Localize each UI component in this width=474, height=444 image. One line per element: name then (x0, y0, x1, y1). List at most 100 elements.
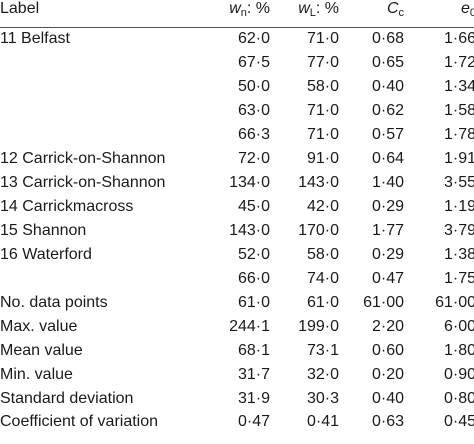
row-label: No. data points (0, 294, 108, 311)
cell-cc: 0·47 (371, 270, 404, 287)
cell-wl: 32·0 (306, 366, 339, 383)
cell-e0: 1·66 (443, 30, 474, 47)
row-label: 12 Carrick-on-Shannon (0, 150, 166, 167)
cell-cc: 0·29 (371, 198, 404, 215)
cell-wn: 63·0 (237, 102, 270, 119)
cell-cc: 0·64 (371, 150, 404, 167)
table-row: 13 Carrick-on-Shannon 134·0 143·0 1·40 3·55 (0, 172, 474, 194)
cell-e0: 3·55 (443, 174, 474, 191)
table-row: 63·0 71·0 0·62 1·58 (0, 100, 474, 122)
cell-wl: 30·3 (306, 390, 339, 407)
row-label: Standard deviation (0, 390, 134, 407)
cell-e0: 1·19 (443, 198, 474, 215)
header-e0: e0 (461, 0, 474, 24)
cell-cc: 0·40 (371, 78, 404, 95)
cell-wl: 71·0 (306, 102, 339, 119)
cell-wl: 143·0 (298, 174, 339, 191)
cell-cc: 1·40 (371, 174, 404, 191)
cell-cc: 0·65 (371, 54, 404, 71)
cell-cc: 2·20 (371, 318, 404, 335)
row-label: Min. value (0, 366, 73, 383)
row-label: Coefficient of variation (0, 413, 159, 430)
cell-wn: 66·0 (237, 270, 270, 287)
cell-e0: 1·91 (443, 150, 474, 167)
cell-e0: 1·34 (443, 78, 474, 95)
cell-e0: 0·80 (443, 390, 474, 407)
row-label: Max. value (0, 318, 78, 335)
cell-wl: 42·0 (306, 198, 339, 215)
table-row: 14 Carrickmacross 45·0 42·0 0·29 1·19 (0, 196, 474, 218)
cell-cc: 0·60 (371, 342, 404, 359)
table-row: 12 Carrick-on-Shannon 72·0 91·0 0·64 1·91 (0, 148, 474, 170)
header-wl: wL: % (298, 0, 339, 24)
row-label: 14 Carrickmacross (0, 198, 134, 215)
cell-e0: 0·45 (443, 413, 474, 430)
cell-wl: 77·0 (306, 54, 339, 71)
table-row: Min. value 31·7 32·0 0·20 0·90 (0, 364, 474, 386)
cell-wn: 134·0 (229, 174, 270, 191)
header-wl-symbol: w (298, 0, 310, 17)
cell-wl: 170·0 (298, 222, 339, 239)
cell-cc: 0·40 (371, 390, 404, 407)
header-cc-subscript: c (398, 7, 405, 19)
cell-wl: 199·0 (298, 318, 339, 335)
cell-cc: 61·00 (363, 294, 404, 311)
cell-wl: 71·0 (306, 30, 339, 47)
header-row: Label wn: % wL: % Cc e0 (0, 0, 474, 20)
header-rule (0, 27, 474, 28)
cell-wn: 0·47 (237, 413, 270, 430)
table-row: 67·5 77·0 0·65 1·72 (0, 52, 474, 74)
header-wn-subscript: n (240, 7, 247, 19)
table-row: 66·3 71·0 0·57 1·78 (0, 124, 474, 146)
cell-wl: 74·0 (306, 270, 339, 287)
cell-wl: 73·1 (306, 342, 339, 359)
cell-cc: 0·20 (371, 366, 404, 383)
cell-e0: 6·00 (443, 318, 474, 335)
cell-wn: 31·7 (237, 366, 270, 383)
table-row: 16 Waterford 52·0 58·0 0·29 1·38 (0, 244, 474, 266)
cell-wn: 68·1 (237, 342, 270, 359)
cell-wl: 71·0 (306, 126, 339, 143)
header-wn: wn: % (229, 0, 270, 24)
header-wl-subscript: L (309, 7, 316, 19)
header-e0-symbol: e (460, 0, 470, 17)
cell-e0: 1·78 (443, 126, 474, 143)
cell-wl: 58·0 (306, 78, 339, 95)
cell-e0: 1·72 (443, 54, 474, 71)
cell-wl: 91·0 (306, 150, 339, 167)
cell-wn: 67·5 (237, 54, 270, 71)
cell-cc: 0·57 (371, 126, 404, 143)
row-label: 15 Shannon (0, 222, 87, 239)
cell-e0: 3·79 (443, 222, 474, 239)
cell-wn: 31·9 (237, 390, 270, 407)
row-label: Mean value (0, 342, 83, 359)
row-label: 13 Carrick-on-Shannon (0, 174, 166, 191)
table-row: Mean value 68·1 73·1 0·60 1·80 (0, 340, 474, 362)
table-row: 66·0 74·0 0·47 1·75 (0, 268, 474, 290)
header-e0-subscript: 0 (469, 7, 474, 19)
cell-e0: 1·58 (443, 102, 474, 119)
cell-e0: 61·00 (435, 294, 474, 311)
cell-wn: 244·1 (229, 318, 270, 335)
cell-wn: 66·3 (237, 126, 270, 143)
cell-cc: 0·63 (371, 413, 404, 430)
cell-wn: 62·0 (237, 30, 270, 47)
row-label: 11 Belfast (0, 30, 70, 47)
cell-wn: 143·0 (229, 222, 270, 239)
cell-wn: 72·0 (237, 150, 270, 167)
cell-e0: 1·38 (443, 246, 474, 263)
cell-cc: 0·62 (371, 102, 404, 119)
header-cc: Cc (387, 0, 404, 24)
table-row: Coefficient of variation 0·47 0·41 0·63 0·45 (0, 411, 474, 433)
cell-cc: 0·29 (371, 246, 404, 263)
header-label: Label (0, 0, 40, 17)
cell-cc: 0·68 (371, 30, 404, 47)
table-row: Max. value 244·1 199·0 2·20 6·00 (0, 316, 474, 338)
cell-wl: 0·41 (306, 413, 339, 430)
table-row: 15 Shannon 143·0 170·0 1·77 3·79 (0, 220, 474, 242)
cell-wn: 50·0 (237, 78, 270, 95)
cell-e0: 1·75 (443, 270, 474, 287)
cell-wl: 58·0 (306, 246, 339, 263)
cell-wl: 61·0 (306, 294, 339, 311)
cell-wn: 61·0 (237, 294, 270, 311)
